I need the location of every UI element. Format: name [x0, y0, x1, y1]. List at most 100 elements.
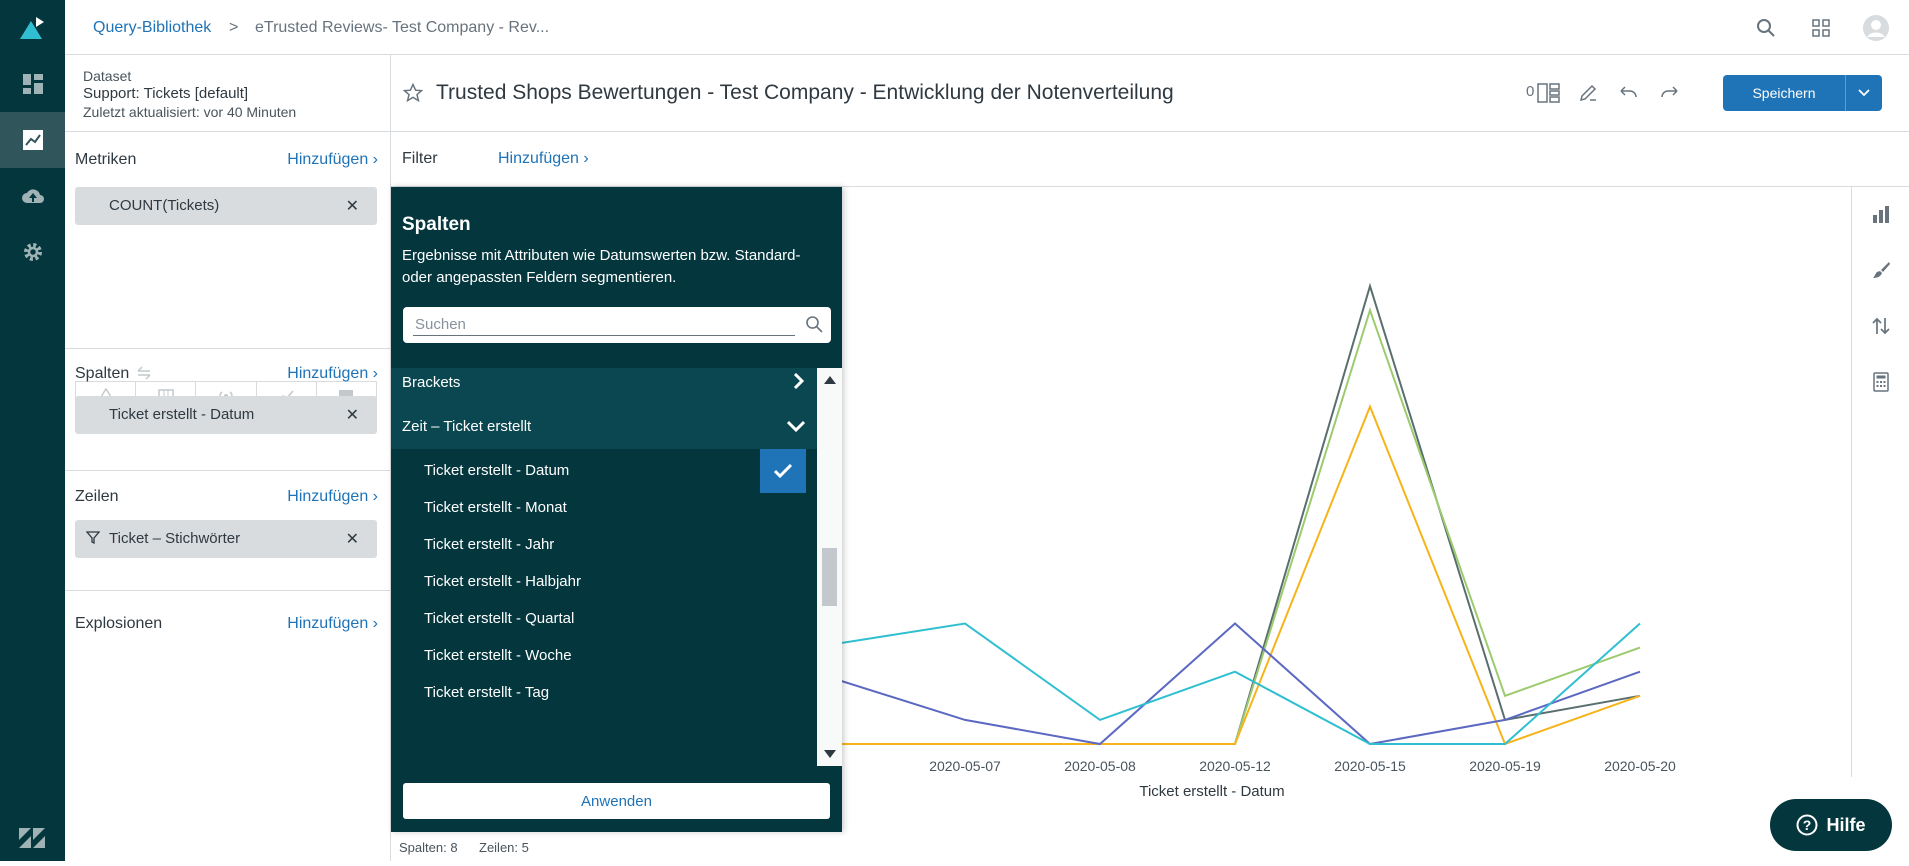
edit-icon[interactable] [1578, 83, 1598, 108]
filter-bar: Filter Hinzufügen › [391, 132, 1909, 187]
metric-pill[interactable]: COUNT(Tickets) ✕ [75, 187, 377, 225]
picker-search [403, 307, 831, 343]
nav-rail [0, 0, 65, 861]
x-tick-label: 2020-05-08 [1064, 758, 1136, 774]
x-tick-label: 2020-05-19 [1469, 758, 1541, 774]
reports-icon[interactable] [0, 112, 65, 168]
line-chart: 2020-05-07 2020-05-08 2020-05-12 2020-05-15… [842, 282, 1676, 800]
remove-column-icon[interactable]: ✕ [345, 407, 359, 424]
help-label: Hilfe [1826, 814, 1866, 835]
dataset-updated: Zuletzt aktualisiert: vor 40 Minuten [83, 104, 297, 120]
metrics-add-link[interactable]: Hinzufügen › [287, 151, 378, 168]
list-item-label: Ticket erstellt - Jahr [424, 536, 555, 553]
list-item[interactable]: Ticket erstellt - Jahr [391, 523, 817, 567]
divider [65, 348, 390, 349]
cloud-upload-icon[interactable] [0, 168, 65, 224]
help-icon: ? [1796, 814, 1818, 836]
column-picker-popover: Spalten Ergebnisse mit Attributen wie Da… [391, 187, 842, 832]
list-item[interactable]: Ticket erstellt - Datum [391, 449, 817, 493]
save-button[interactable]: Speichern [1723, 75, 1845, 111]
list-item[interactable]: Ticket erstellt - Quartal [391, 597, 817, 641]
list-item-label: Ticket erstellt - Woche [424, 647, 572, 664]
list-item-label: Ticket erstellt - Quartal [424, 610, 575, 627]
metric-pill-label: COUNT(Tickets) [109, 197, 220, 214]
apps-grid-icon[interactable] [1807, 14, 1835, 42]
dashboard-icon[interactable] [0, 56, 65, 112]
remove-row-icon[interactable]: ✕ [345, 531, 359, 548]
x-tick-label: 2020-05-12 [1199, 758, 1271, 774]
x-axis-label: Ticket erstellt - Datum [1139, 783, 1284, 800]
series-line-4[interactable] [842, 622, 1641, 746]
redo-icon[interactable] [1659, 85, 1679, 106]
dataset-info: Dataset Support: Tickets [default] Zulet… [83, 67, 296, 121]
search-icon[interactable] [1752, 14, 1780, 42]
filter-label: Filter [402, 150, 438, 167]
list-item-label: Ticket erstellt - Halbjahr [424, 573, 581, 590]
breadcrumb-separator: > [229, 19, 239, 36]
layout-icon[interactable] [1537, 83, 1561, 108]
list-item-label: Ticket erstellt - Datum [424, 462, 570, 479]
apply-button[interactable]: Anwenden [403, 783, 830, 819]
status-columns: Spalten: 8 [399, 840, 458, 855]
undo-icon[interactable] [1619, 85, 1639, 106]
filter-icon[interactable] [85, 531, 101, 549]
series-line-5[interactable] [842, 622, 1641, 745]
picker-title: Spalten [402, 214, 471, 235]
series-line-3[interactable] [842, 403, 1641, 746]
list-item-label: Ticket erstellt - Monat [424, 499, 567, 516]
explosions-add-link[interactable]: Hinzufügen › [287, 615, 378, 632]
save-dropdown-button[interactable] [1845, 75, 1882, 111]
scroll-thumb[interactable] [822, 548, 837, 606]
group-brackets[interactable]: Brackets [391, 368, 817, 405]
chevron-down-icon [1858, 89, 1870, 97]
sort-icon[interactable] [1852, 306, 1909, 346]
check-icon[interactable] [760, 449, 806, 493]
group-label: Brackets [402, 374, 461, 391]
filter-add-link[interactable]: Hinzufügen › [498, 150, 589, 167]
row-pill[interactable]: Ticket – Stichwörter ✕ [75, 520, 377, 558]
breadcrumb-query-library[interactable]: Query-Bibliothek [93, 19, 212, 36]
query-title[interactable]: Trusted Shops Bewertungen - Test Company… [436, 81, 1174, 104]
scroll-down-icon[interactable] [824, 750, 836, 758]
svg-text:?: ? [1803, 817, 1812, 833]
calculator-icon[interactable] [1852, 362, 1909, 402]
swap-icon[interactable] [135, 365, 153, 386]
divider [65, 131, 390, 132]
picker-list: Brackets Zeit – Ticket erstellt Ticket e… [391, 368, 817, 766]
help-button[interactable]: ? Hilfe [1770, 799, 1892, 851]
gear-icon[interactable] [0, 224, 65, 280]
list-item-label: Ticket erstellt - Tag [424, 684, 550, 701]
dataset-name[interactable]: Support: Tickets [default] [83, 85, 249, 102]
picker-scrollbar[interactable] [817, 368, 842, 766]
bar-chart-icon[interactable] [1852, 194, 1909, 234]
list-item[interactable]: Ticket erstellt - Monat [391, 486, 817, 530]
group-time-ticket-created[interactable]: Zeit – Ticket erstellt [391, 405, 817, 449]
column-pill-label: Ticket erstellt - Datum [109, 406, 255, 423]
x-tick-label: 2020-05-20 [1604, 758, 1676, 774]
star-icon[interactable] [402, 82, 424, 108]
series-line-2[interactable] [842, 307, 1641, 745]
list-item[interactable]: Ticket erstellt - Tag [391, 671, 817, 715]
explosions-title: Explosionen [75, 615, 163, 632]
x-tick-label: 2020-05-15 [1334, 758, 1406, 774]
list-item[interactable]: Ticket erstellt - Woche [391, 634, 817, 678]
picker-description: Ergebnisse mit Attributen wie Datumswert… [402, 247, 801, 286]
columns-add-link[interactable]: Hinzufügen › [287, 365, 378, 382]
paintbrush-icon[interactable] [1852, 250, 1909, 290]
breadcrumb-current: eTrusted Reviews- Test Company - Rev... [255, 19, 550, 36]
scroll-up-icon[interactable] [824, 376, 836, 384]
status-rows: Zeilen: 5 [479, 840, 529, 855]
divider [65, 590, 390, 591]
avatar[interactable] [1862, 14, 1890, 42]
tool-rail [1851, 187, 1909, 777]
group-label: Zeit – Ticket erstellt [402, 418, 532, 435]
column-pill[interactable]: Ticket erstellt - Datum ✕ [75, 396, 377, 434]
rows-add-link[interactable]: Hinzufügen › [287, 488, 378, 505]
remove-metric-icon[interactable]: ✕ [345, 198, 359, 215]
zendesk-explore-logo[interactable] [0, 0, 65, 56]
search-input[interactable] [413, 313, 795, 336]
chevron-right-icon [793, 372, 805, 393]
search-icon[interactable] [805, 315, 823, 338]
list-item[interactable]: Ticket erstellt - Halbjahr [391, 560, 817, 604]
query-counter: 0 [1526, 83, 1535, 100]
